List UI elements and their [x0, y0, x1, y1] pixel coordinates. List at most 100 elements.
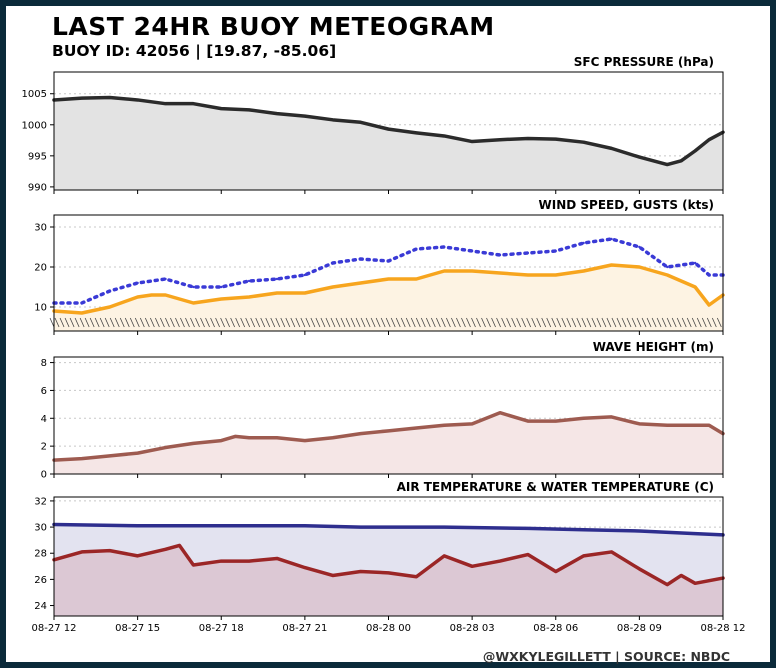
wind-barb	[415, 317, 421, 328]
x-tick-label: 08-28 09	[617, 623, 662, 634]
y-tick-label: 20	[34, 263, 47, 274]
x-tick-label: 08-28 12	[701, 623, 746, 634]
data-point	[554, 419, 557, 423]
wind-barb	[155, 317, 160, 328]
data-point	[233, 435, 237, 438]
data-point	[554, 570, 557, 573]
wind-barb	[49, 317, 55, 328]
data-point	[707, 424, 711, 427]
wind-barb	[59, 317, 65, 328]
wind-barb	[300, 317, 306, 328]
panel-title: AIR TEMPERATURE & WATER TEMPERATURE (C)	[397, 480, 714, 494]
wind-barb	[345, 317, 351, 328]
wind-barb	[195, 317, 200, 328]
data-point	[303, 524, 307, 527]
data-point	[359, 432, 362, 435]
series-line-gusts	[52, 237, 725, 305]
wind-barb	[180, 317, 185, 328]
data-point	[554, 273, 557, 277]
wind-barb	[691, 317, 697, 328]
wind-barb	[240, 317, 246, 328]
data-point	[80, 311, 84, 315]
data-point	[164, 277, 167, 281]
wind-barb	[706, 317, 712, 328]
wind-barb	[355, 317, 361, 328]
data-point	[80, 96, 84, 100]
wind-barb	[290, 317, 296, 328]
data-point	[470, 140, 474, 143]
wind-barb	[165, 317, 170, 328]
data-point	[136, 281, 139, 285]
data-point	[331, 261, 334, 265]
wind-barb	[621, 317, 627, 328]
wind-barb	[430, 317, 436, 328]
data-point	[136, 98, 139, 102]
wind-barb	[285, 317, 291, 328]
wind-barb	[390, 317, 396, 328]
wind-barb	[476, 317, 481, 328]
data-point	[331, 574, 334, 577]
page-title: LAST 24HR BUOY METEOGRAM	[52, 12, 495, 41]
area-fill-wind-speed	[54, 265, 723, 331]
wind-barb	[656, 317, 662, 328]
data-point	[275, 112, 279, 115]
wind-barb	[245, 317, 251, 328]
wind-barb	[260, 317, 266, 328]
data-point	[666, 163, 669, 166]
wind-barb	[149, 317, 155, 328]
wind-barb	[526, 317, 532, 328]
data-point	[220, 559, 223, 563]
y-tick-label: 4	[41, 414, 47, 425]
data-point	[247, 279, 251, 283]
data-point	[247, 436, 251, 439]
y-tick-label: 28	[34, 549, 47, 560]
wind-barb	[139, 317, 145, 328]
y-tick-label: 26	[34, 575, 47, 586]
data-point	[610, 263, 613, 267]
data-point	[192, 285, 195, 289]
y-tick-label: 8	[41, 358, 47, 369]
wind-barb	[74, 317, 80, 328]
y-tick-label: 24	[34, 601, 47, 612]
wind-barb	[340, 317, 346, 328]
wind-barb	[676, 317, 682, 328]
wind-barb	[556, 317, 562, 328]
wind-barb	[581, 317, 587, 328]
data-point	[693, 532, 697, 535]
data-point	[303, 439, 307, 442]
panel-title: WAVE HEIGHT (m)	[593, 340, 714, 354]
x-tick-label: 08-27 12	[32, 623, 77, 634]
data-point	[164, 102, 167, 105]
area-fill-air-temperature	[54, 545, 723, 616]
data-point	[80, 301, 84, 305]
data-point	[247, 295, 251, 299]
wind-barb	[295, 317, 301, 328]
x-tick-label: 08-28 06	[533, 623, 578, 634]
wind-barb	[616, 317, 622, 328]
wind-barb	[265, 317, 271, 328]
x-tick-label: 08-28 00	[366, 623, 411, 634]
data-point	[136, 554, 139, 558]
wind-barb	[461, 317, 466, 328]
data-point	[415, 575, 418, 578]
wind-barb	[330, 317, 336, 328]
wind-barb	[395, 317, 401, 328]
wind-barb	[64, 317, 70, 328]
wind-barb	[420, 317, 426, 328]
wind-barb	[466, 317, 471, 328]
data-point	[498, 253, 502, 257]
y-tick-label: 6	[41, 386, 47, 397]
data-point	[387, 429, 390, 433]
wind-barb	[666, 317, 672, 328]
data-point	[666, 583, 669, 586]
data-point	[693, 261, 697, 265]
y-tick-label: 2	[41, 442, 47, 453]
data-point	[526, 553, 530, 556]
data-point	[707, 273, 711, 277]
data-point	[247, 559, 251, 563]
data-point	[666, 265, 669, 269]
x-tick-label: 08-28 03	[450, 623, 495, 634]
data-point	[387, 259, 390, 263]
wind-barb	[646, 317, 652, 328]
